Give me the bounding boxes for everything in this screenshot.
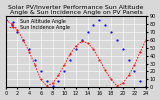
Sun Altitude Angle: [133, 71, 135, 72]
Legend: Sun Altitude Angle, Sun Incidence Angle: Sun Altitude Angle, Sun Incidence Angle: [8, 18, 71, 31]
Sun Incidence Angle: [81, 41, 83, 42]
Sun Incidence Angle: [34, 64, 36, 66]
Sun Altitude Angle: [5, 19, 7, 20]
Sun Incidence Angle: [57, 75, 59, 76]
Sun Incidence Angle: [139, 51, 141, 52]
Sun Incidence Angle: [40, 79, 42, 80]
Sun Altitude Angle: [145, 85, 147, 86]
Line: Sun Altitude Angle: Sun Altitude Angle: [5, 19, 147, 87]
Sun Incidence Angle: [104, 69, 106, 70]
Sun Altitude Angle: [122, 49, 124, 50]
Sun Altitude Angle: [139, 80, 141, 82]
Sun Incidence Angle: [11, 23, 12, 24]
Sun Incidence Angle: [145, 39, 147, 40]
Sun Altitude Angle: [69, 59, 71, 60]
Sun Altitude Angle: [87, 31, 89, 32]
Sun Incidence Angle: [92, 49, 94, 50]
Sun Incidence Angle: [28, 51, 30, 52]
Sun Incidence Angle: [116, 85, 118, 86]
Sun Incidence Angle: [5, 19, 7, 20]
Sun Altitude Angle: [110, 31, 112, 32]
Line: Sun Incidence Angle: Sun Incidence Angle: [5, 19, 147, 87]
Sun Incidence Angle: [22, 39, 24, 40]
Sun Incidence Angle: [110, 79, 112, 80]
Sun Altitude Angle: [128, 59, 130, 60]
Sun Altitude Angle: [81, 39, 83, 40]
Sun Altitude Angle: [46, 80, 48, 82]
Sun Incidence Angle: [46, 85, 48, 86]
Sun Altitude Angle: [57, 80, 59, 82]
Sun Altitude Angle: [16, 31, 18, 32]
Sun Altitude Angle: [52, 85, 53, 86]
Sun Altitude Angle: [75, 49, 77, 50]
Sun Incidence Angle: [16, 30, 18, 31]
Sun Altitude Angle: [63, 71, 65, 72]
Sun Incidence Angle: [98, 59, 100, 60]
Title: Solar PV/Inverter Performance Sun Altitude Angle & Sun Incidence Angle on PV Pan: Solar PV/Inverter Performance Sun Altitu…: [8, 4, 144, 15]
Sun Incidence Angle: [69, 53, 71, 55]
Sun Incidence Angle: [52, 83, 53, 84]
Sun Incidence Angle: [63, 64, 65, 66]
Sun Incidence Angle: [75, 46, 77, 47]
Sun Altitude Angle: [98, 19, 100, 20]
Sun Altitude Angle: [40, 71, 42, 72]
Sun Incidence Angle: [133, 64, 135, 66]
Sun Altitude Angle: [104, 25, 106, 26]
Sun Incidence Angle: [122, 83, 124, 84]
Sun Incidence Angle: [128, 75, 130, 76]
Sun Altitude Angle: [92, 25, 94, 26]
Sun Altitude Angle: [34, 59, 36, 60]
Sun Incidence Angle: [87, 42, 89, 44]
Sun Altitude Angle: [28, 49, 30, 50]
Sun Altitude Angle: [116, 39, 118, 40]
Sun Altitude Angle: [11, 25, 12, 26]
Sun Altitude Angle: [22, 39, 24, 40]
